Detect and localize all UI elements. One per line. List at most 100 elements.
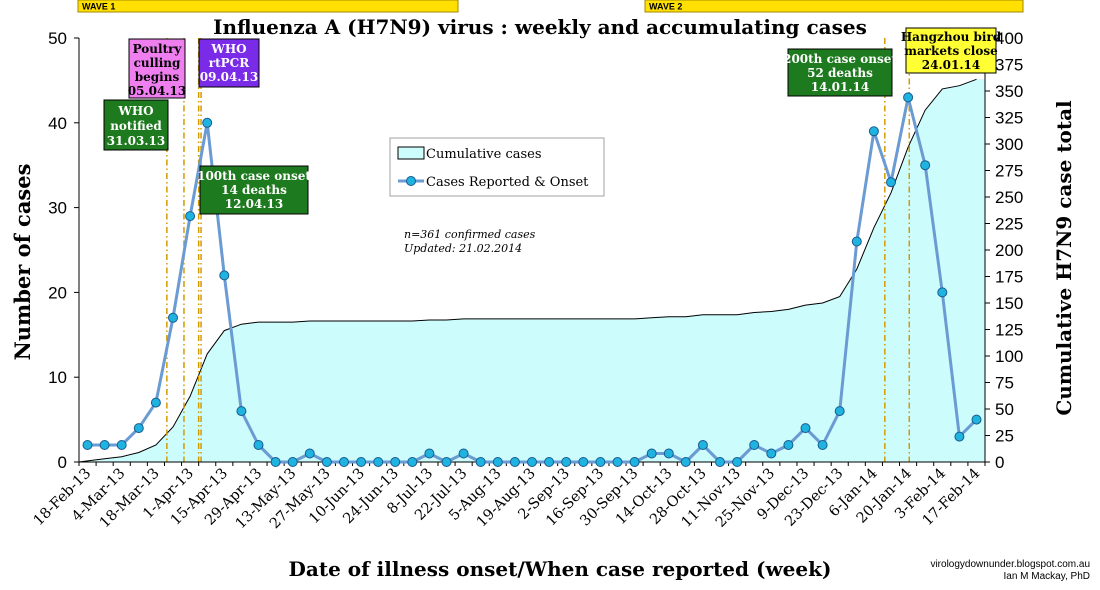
- weekly-cases-point: [407, 457, 418, 467]
- weekly-cases-point: [304, 448, 315, 459]
- weekly-cases-point: [868, 126, 879, 137]
- legend-swatch-cumulative: [397, 146, 425, 160]
- y2-tick-label: 200: [995, 241, 1023, 260]
- weekly-cases-point: [116, 440, 127, 450]
- weekly-cases-point: [168, 312, 178, 323]
- chart-title: Influenza A (H7N9) virus : weekly and ac…: [213, 15, 867, 39]
- weekly-cases-point: [321, 457, 332, 467]
- who-notified-line3: 31.03.13: [107, 134, 165, 148]
- weekly-cases-point: [663, 448, 674, 459]
- poultry-box: [128, 38, 186, 99]
- legend-label-cumulative: Cumulative cases: [426, 147, 542, 162]
- y-tick-label: 20: [48, 283, 67, 302]
- poultry-line4: 05.04.13: [128, 84, 186, 98]
- weekly-cases-point: [954, 431, 965, 442]
- hangzhou-box: [905, 27, 997, 74]
- y2-tick-label: 50: [995, 400, 1014, 419]
- weekly-cases-point: [544, 457, 555, 467]
- who-pcr-line1: WHO: [210, 42, 246, 56]
- weekly-cases-point: [253, 440, 264, 450]
- case100-line2: 14 deaths: [221, 183, 287, 197]
- hangzhou-line2: markets close: [904, 44, 998, 58]
- weekly-cases-point: [339, 457, 349, 467]
- y2-tick-label: 0: [995, 453, 1004, 472]
- annotation-100th-case: 100th case onset 14 deaths 12.04.13: [197, 165, 311, 215]
- weekly-cases-point: [732, 457, 743, 467]
- weekly-cases-point: [390, 457, 401, 467]
- who-notified-line1: WHO: [117, 104, 153, 118]
- weekly-cases-point: [903, 92, 914, 103]
- weekly-cases-point: [441, 457, 452, 467]
- legend: Cumulative cases Cases Reported & Onset: [389, 137, 605, 197]
- y2-tick-label: 100: [995, 347, 1023, 366]
- weekly-cases-point: [920, 160, 931, 171]
- weekly-cases-point: [82, 440, 93, 450]
- who-notified-line2: notified: [110, 119, 162, 133]
- y2-tick-label: 150: [995, 294, 1023, 313]
- who-pcr-line3: 09.04.13: [200, 70, 258, 84]
- y2-axis-title: Cumulative H7N9 case total: [1052, 100, 1076, 416]
- y2-tick-label: 375: [995, 56, 1023, 75]
- weekly-cases-point: [851, 236, 862, 247]
- weekly-cases-point: [133, 423, 144, 434]
- y-tick-label: 10: [48, 368, 67, 387]
- case200-box: [787, 48, 893, 97]
- note-updated: Updated: 21.02.2014: [404, 242, 522, 255]
- y2-tick-label: 75: [995, 374, 1014, 393]
- y2-tick-label: 350: [995, 82, 1023, 101]
- weekly-cases-point: [783, 440, 794, 450]
- note-confirmed: n=361 confirmed cases: [404, 228, 536, 241]
- y2-tick-label: 25: [995, 427, 1014, 446]
- weekly-cases-point: [185, 211, 196, 222]
- weekly-cases-point: [202, 117, 213, 128]
- y-tick-label: 50: [48, 29, 67, 48]
- hangzhou-line1: Hangzhou bird: [901, 30, 1002, 44]
- credit-blog: virologydownunder.blogspot.com.au: [930, 559, 1090, 570]
- legend-marker-weekly: [406, 176, 416, 186]
- weekly-cases-point: [492, 457, 503, 467]
- weekly-cases-point: [150, 397, 161, 408]
- weekly-cases-point: [373, 457, 384, 467]
- annotation-200th-case: 200th case onset 52 deaths 14.01.14: [783, 48, 897, 97]
- legend-label-weekly: Cases Reported & Onset: [426, 175, 589, 190]
- weekly-cases-point: [697, 440, 708, 450]
- weekly-cases-point: [817, 440, 828, 450]
- wave1-bar: [77, 0, 459, 13]
- weekly-cases-point: [595, 457, 606, 467]
- weekly-cases-point: [937, 287, 948, 298]
- weekly-cases-point: [766, 448, 777, 459]
- annotation-poultry: Poultry culling begins 05.04.13: [128, 38, 186, 99]
- case200-line2: 52 deaths: [807, 66, 873, 80]
- y-axis-title: Number of cases: [10, 164, 35, 361]
- hangzhou-line3: 24.01.14: [922, 58, 980, 72]
- who-pcr-line2: rtPCR: [209, 56, 250, 70]
- annotation-who-pcr: WHO rtPCR 09.04.13: [198, 38, 260, 88]
- poultry-line1: Poultry: [133, 42, 183, 56]
- annotation-hangzhou: Hangzhou bird markets close 24.01.14: [901, 27, 1002, 74]
- who-pcr-box: [198, 38, 260, 88]
- poultry-line2: culling: [134, 56, 181, 70]
- poultry-line3: begins: [135, 70, 180, 84]
- annotation-who-notified: WHO notified 31.03.13: [103, 99, 169, 151]
- weekly-cases-point: [715, 457, 725, 467]
- weekly-cases-point: [612, 457, 623, 467]
- weekly-cases-point: [356, 457, 367, 467]
- case200-line1: 200th case onset: [783, 52, 897, 66]
- weekly-cases-point: [646, 448, 657, 459]
- weekly-cases-point: [800, 423, 811, 434]
- cumulative-line: [78, 78, 977, 463]
- weekly-cases-point: [219, 270, 230, 281]
- weekly-cases-point: [424, 448, 435, 459]
- y2-tick-label: 325: [995, 109, 1023, 128]
- weekly-cases-point: [578, 457, 589, 467]
- y2-tick-label: 400: [995, 29, 1023, 48]
- weekly-cases-point: [629, 457, 640, 467]
- weekly-cases-point: [971, 414, 982, 425]
- case100-box: [199, 165, 309, 215]
- wave1-label: WAVE 1: [82, 2, 115, 12]
- y2-tick-label: 300: [995, 135, 1023, 154]
- cumulative-area: [79, 79, 985, 463]
- weekly-cases-point: [561, 457, 572, 467]
- weekly-cases-point: [680, 457, 691, 467]
- weekly-cases-point: [475, 457, 486, 467]
